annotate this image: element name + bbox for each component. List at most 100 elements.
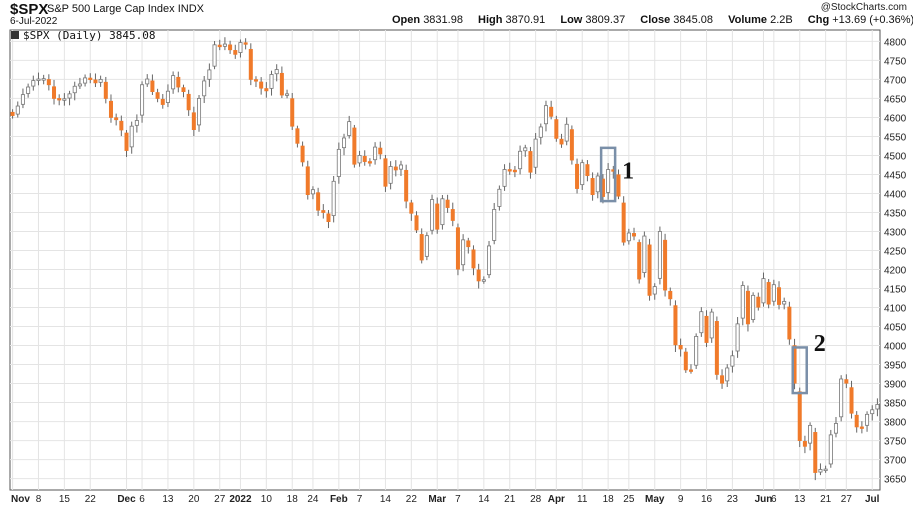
volume-value: 2.2B bbox=[770, 14, 793, 26]
x-tick-label: 18 bbox=[287, 494, 299, 505]
y-tick-label: 3800 bbox=[884, 418, 907, 429]
y-tick-label: 4100 bbox=[884, 304, 907, 315]
x-tick-label: 23 bbox=[727, 494, 739, 505]
chg-label: Chg bbox=[807, 14, 830, 26]
x-tick-label: 27 bbox=[841, 494, 853, 505]
candle-up bbox=[875, 404, 880, 410]
symbol-label: $SPX bbox=[10, 1, 49, 18]
candle-up bbox=[212, 44, 217, 67]
candle-down bbox=[766, 282, 771, 305]
x-tick-label: Apr bbox=[548, 494, 565, 505]
exchange-text: INDX bbox=[177, 3, 204, 15]
y-tick-label: 4300 bbox=[884, 227, 907, 238]
candle-up bbox=[518, 150, 523, 170]
candle-up bbox=[725, 367, 730, 382]
candle-up bbox=[20, 94, 25, 105]
candle-up bbox=[595, 175, 600, 193]
x-tick-label: Mar bbox=[428, 494, 446, 505]
candle-up bbox=[77, 83, 82, 87]
candle-up bbox=[424, 235, 429, 257]
x-tick-label: 22 bbox=[406, 494, 418, 505]
candle-down bbox=[616, 174, 621, 197]
candle-up bbox=[165, 90, 170, 103]
close-value: 3845.08 bbox=[673, 14, 714, 26]
candle-up bbox=[41, 78, 46, 81]
candle-down bbox=[181, 87, 186, 92]
candle-down bbox=[512, 169, 517, 173]
x-tick-label: 24 bbox=[307, 494, 319, 505]
x-tick-label: Jun bbox=[755, 494, 773, 505]
candle-down bbox=[326, 213, 331, 223]
candle-up bbox=[492, 209, 497, 241]
y-tick-label: 3750 bbox=[884, 437, 907, 448]
candle-up bbox=[771, 284, 776, 302]
y-tick-label: 4650 bbox=[884, 94, 907, 105]
candle-down bbox=[119, 120, 124, 131]
candle-up bbox=[373, 146, 378, 161]
candle-down bbox=[414, 215, 419, 231]
candle-down bbox=[160, 98, 165, 105]
x-tick-label: 20 bbox=[188, 494, 200, 505]
plot-area bbox=[9, 29, 881, 491]
open-readout: Open 3831.98 bbox=[392, 14, 469, 26]
candle-up bbox=[202, 80, 207, 97]
y-tick-label: 3850 bbox=[884, 399, 907, 410]
candle-down bbox=[419, 234, 424, 261]
candle-up bbox=[833, 423, 838, 434]
candle-down bbox=[720, 375, 725, 384]
open-value: 3831.98 bbox=[423, 14, 463, 26]
candle-up bbox=[543, 105, 548, 125]
chart-date: 6-Jul-2022 bbox=[10, 16, 58, 27]
y-tick-label: 4200 bbox=[884, 266, 907, 277]
candle-up bbox=[238, 42, 243, 53]
candle-up bbox=[606, 169, 611, 193]
candle-up bbox=[652, 286, 657, 295]
candle-up bbox=[36, 78, 41, 81]
candle-up bbox=[497, 188, 502, 207]
candle-up bbox=[461, 239, 466, 266]
candle-down bbox=[455, 227, 460, 270]
high-value: 3870.91 bbox=[505, 14, 546, 26]
x-tick-label: Feb bbox=[330, 494, 348, 505]
candle-down bbox=[228, 44, 233, 51]
x-tick-label: 21 bbox=[820, 494, 832, 505]
candle-down bbox=[114, 117, 119, 121]
candle-down bbox=[352, 127, 357, 165]
candle-down bbox=[57, 98, 62, 101]
close-readout: Close 3845.08 bbox=[640, 14, 719, 26]
x-tick-label: 6 bbox=[139, 494, 145, 505]
low-readout: Low 3809.37 bbox=[560, 14, 631, 26]
x-tick-label: 15 bbox=[59, 494, 71, 505]
candle-down bbox=[150, 80, 155, 92]
candle-down bbox=[445, 199, 450, 208]
candle-down bbox=[404, 169, 409, 202]
candle-up bbox=[740, 285, 745, 319]
x-tick-label: 6 bbox=[771, 494, 777, 505]
candle-down bbox=[844, 379, 849, 384]
candle-up bbox=[83, 77, 88, 84]
candle-down bbox=[673, 305, 678, 346]
candle-down bbox=[10, 111, 15, 116]
candle-down bbox=[466, 240, 471, 248]
candle-up bbox=[207, 69, 212, 80]
candle-down bbox=[176, 76, 181, 88]
x-tick-label: 2022 bbox=[229, 494, 252, 505]
high-label: High bbox=[478, 14, 503, 26]
candle-up bbox=[171, 75, 176, 90]
candle-up bbox=[761, 278, 766, 304]
candle-down bbox=[745, 290, 750, 325]
low-value: 3809.37 bbox=[585, 14, 626, 26]
candle-up bbox=[285, 93, 290, 96]
candle-down bbox=[88, 77, 93, 81]
low-label: Low bbox=[560, 14, 583, 26]
annotation-label: 2 bbox=[814, 331, 826, 357]
chg-readout: Chg +13.69 (+0.36%) bbox=[808, 14, 913, 26]
candle-up bbox=[430, 199, 435, 231]
candle-up bbox=[730, 355, 735, 367]
x-tick-label: 16 bbox=[701, 494, 713, 505]
candle-up bbox=[357, 155, 362, 164]
candle-down bbox=[103, 81, 108, 99]
candle-up bbox=[274, 69, 279, 75]
candle-down bbox=[471, 249, 476, 269]
